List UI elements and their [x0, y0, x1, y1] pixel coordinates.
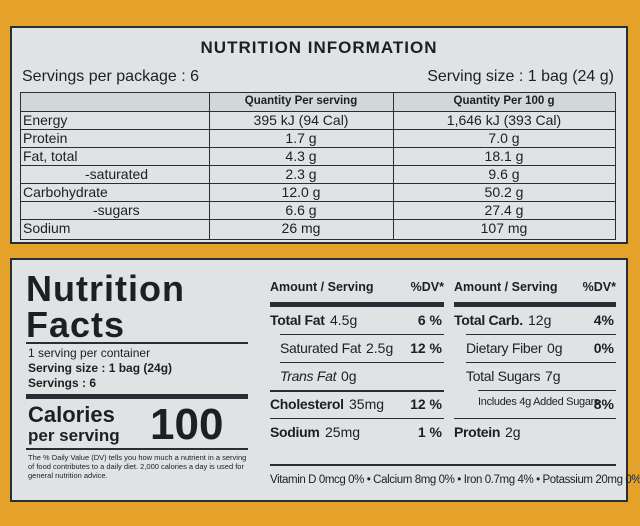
rule	[21, 201, 615, 202]
cell-value: 18.1 g	[484, 148, 524, 164]
cell-value: 4.3 g	[285, 148, 317, 164]
info-serving-size: Serving size : 1 bag (24 g)	[427, 68, 614, 85]
calories-label: per serving	[28, 426, 120, 445]
cell-value: 107 mg	[480, 220, 528, 236]
cell-value: 9.6 g	[488, 166, 520, 182]
rule	[466, 362, 616, 363]
nutrient-amount: 0g	[547, 340, 563, 356]
cell-value: 50.2 g	[484, 184, 524, 200]
column-header: %DV*	[410, 280, 444, 294]
nutrient-name: Protein	[454, 424, 501, 440]
nutrient-name: Total Carb.	[454, 312, 523, 328]
nutrient-amount: 7g	[545, 368, 561, 384]
rule	[270, 390, 444, 392]
column-header: Quantity Per serving	[244, 95, 358, 107]
rule	[270, 302, 444, 307]
cell-value: 26 mg	[281, 220, 321, 236]
row-label: -saturated	[85, 166, 149, 182]
rule	[26, 448, 248, 450]
cell-value: 6.6 g	[285, 202, 317, 218]
info-panel: NUTRITION INFORMATION Servings per packa…	[10, 26, 628, 244]
facts-title: Nutrition	[26, 268, 185, 309]
nutrient-name: Includes 4g Added Sugars	[478, 396, 600, 408]
footnote: The % Daily Value (DV) tells you how muc…	[28, 453, 247, 480]
nutrient-amount: 0g	[341, 368, 357, 384]
cell-value: 395 kJ (94 Cal)	[253, 112, 349, 128]
servings-per-container: 1 serving per container	[28, 346, 151, 360]
nutrient-name: Total Sugars	[466, 368, 541, 384]
daily-value: 8%	[593, 396, 614, 412]
facts-left-column: Amount / Serving %DV* Total Fat 4.5g 6 % Satu…	[270, 278, 444, 458]
rule	[21, 111, 615, 112]
column-header: Quantity Per 100 g	[453, 95, 555, 107]
info-servings: Servings per package : 6	[22, 68, 199, 85]
rule	[466, 334, 616, 335]
info-title: NUTRITION INFORMATION	[200, 38, 438, 57]
facts-title: Facts	[26, 304, 126, 345]
daily-value: 0%	[593, 340, 614, 356]
rule	[21, 165, 615, 166]
nutrient-amount: 12g	[528, 312, 552, 328]
row-label: Sodium	[23, 220, 71, 236]
rule	[21, 93, 615, 111]
facts-right-column: Amount / Serving %DV* Total Carb. 12g 4% Diet…	[454, 278, 616, 458]
facts-servings: Servings : 6	[28, 376, 97, 390]
nutrient-name: Sodium	[270, 424, 320, 440]
cell-value: 1,646 kJ (393 Cal)	[446, 112, 562, 128]
calories-value: 100	[150, 400, 224, 449]
rule	[26, 342, 248, 344]
row-label: -sugars	[93, 202, 140, 218]
rule	[21, 219, 615, 220]
rule	[209, 93, 210, 239]
column-header: Amount / Serving	[454, 280, 558, 294]
cell-value: 12.0 g	[281, 184, 321, 200]
cell-value: 2.3 g	[285, 166, 317, 182]
nutrient-amount: 2g	[505, 424, 521, 440]
row-label: Energy	[23, 112, 68, 128]
cell-value: 27.4 g	[484, 202, 524, 218]
row-label: Protein	[23, 130, 68, 146]
row-label: Fat, total	[23, 148, 78, 164]
nutrient-name: Saturated Fat	[280, 340, 361, 356]
nutrient-amount: 2.5g	[366, 340, 394, 356]
nutrient-name: Cholesterol	[270, 396, 344, 412]
cell-value: 1.7 g	[285, 130, 317, 146]
rule	[454, 418, 616, 419]
cell-value: 7.0 g	[488, 130, 520, 146]
rule	[280, 334, 444, 335]
daily-value: 12 %	[410, 396, 442, 412]
nutrient-amount: 35mg	[349, 396, 385, 412]
row-label: Carbohydrate	[23, 184, 108, 200]
daily-value: 4%	[593, 312, 614, 328]
rule	[270, 418, 444, 419]
info-table: Quantity Per serving Quantity Per 100 g En…	[20, 92, 616, 240]
rule	[21, 183, 615, 184]
daily-value: 6 %	[417, 312, 442, 328]
facts-serving-size: Serving size : 1 bag (24g)	[28, 361, 173, 375]
rule	[454, 302, 616, 307]
rule	[21, 147, 615, 148]
rule	[270, 464, 616, 466]
nutrient-amount: 25mg	[325, 424, 361, 440]
column-header: Amount / Serving	[270, 280, 374, 294]
rule	[393, 93, 394, 239]
rule	[21, 129, 615, 130]
rule	[280, 362, 444, 363]
facts-panel: Nutrition Facts 1 serving per container …	[10, 258, 640, 502]
daily-value: 12 %	[410, 340, 442, 356]
column-header: %DV*	[582, 280, 616, 294]
rule	[478, 390, 616, 391]
nutrient-name: Trans Fat	[280, 368, 337, 384]
calories-label: Calories	[28, 402, 115, 427]
daily-value: 1 %	[417, 424, 442, 440]
rule	[26, 394, 248, 399]
nutrient-amount: 4.5g	[330, 312, 358, 328]
nutrient-name: Dietary Fiber	[466, 340, 543, 356]
nutrient-name: Total Fat	[270, 312, 325, 328]
vitamins: Vitamin D 0mcg 0% • Calcium 8mg 0% • Iro…	[270, 474, 640, 486]
